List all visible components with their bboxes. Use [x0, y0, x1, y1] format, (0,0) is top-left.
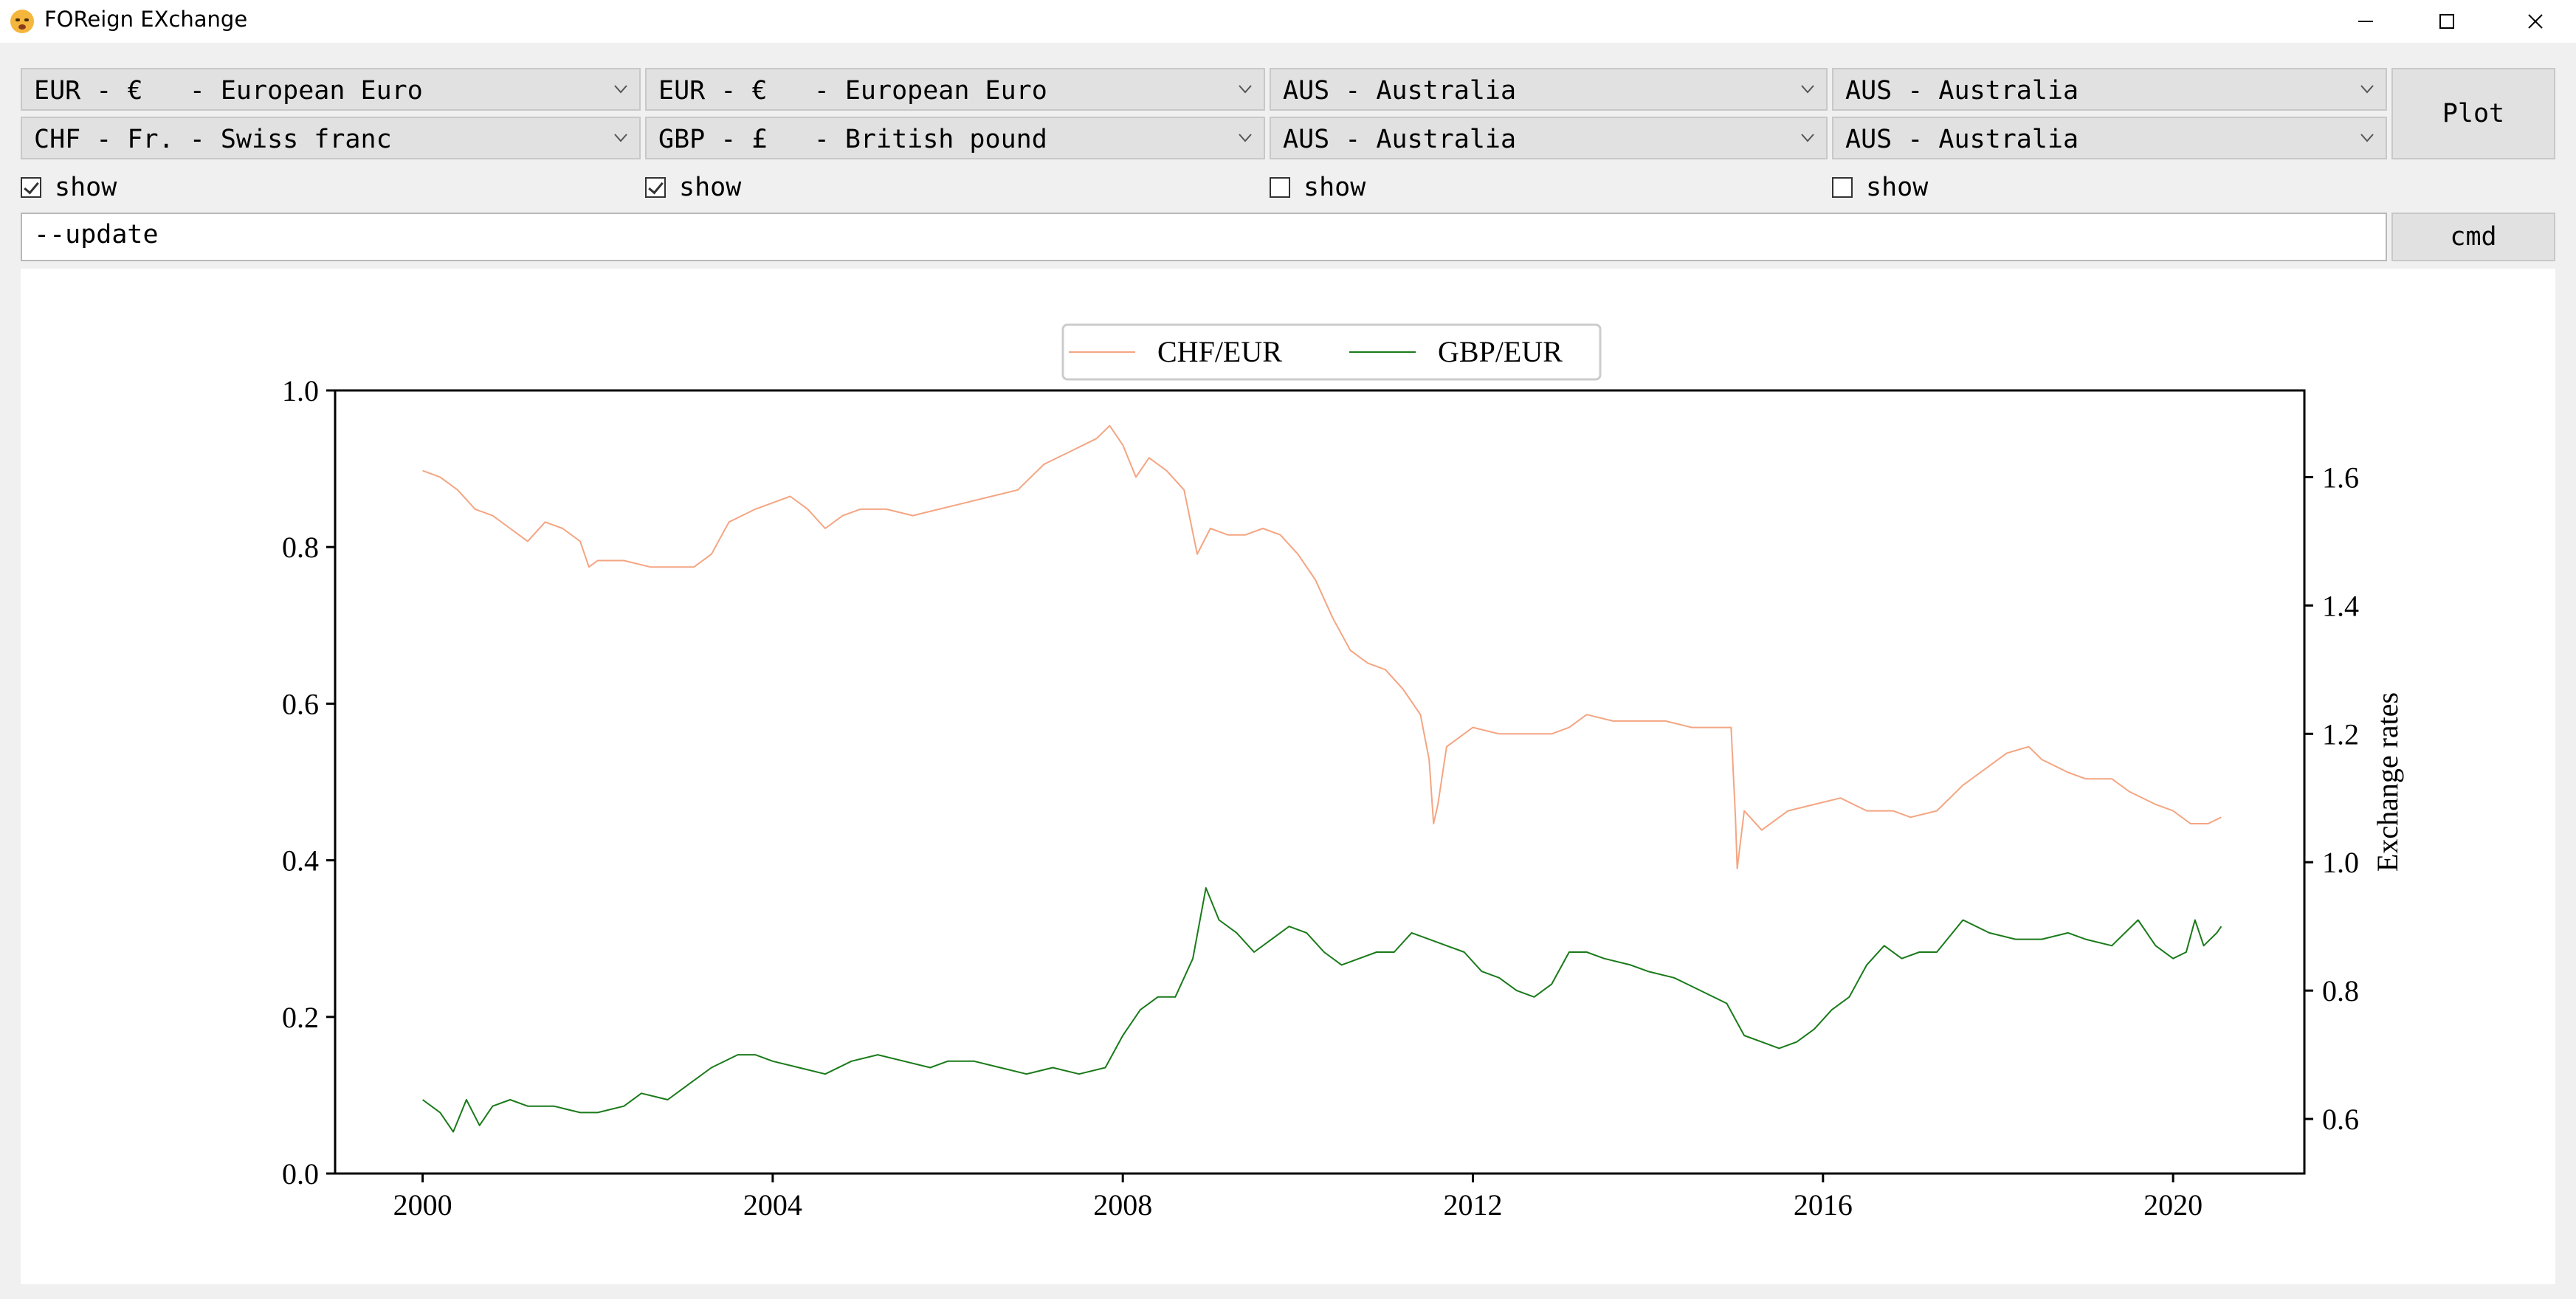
exchange-rate-chart: CHF/EUR GBP/EUR 2000 2004 2008 2012 2016 2020… — [282, 323, 2404, 1222]
plot-area: 2000 2004 2008 2012 2016 2020 0.0 0.2 0.4 0.6 0.8 1… — [282, 374, 2359, 1222]
window-title: FOReign EXchange — [44, 7, 248, 32]
chevron-down-icon — [2360, 134, 2374, 142]
checkbox-box[interactable] — [645, 177, 666, 198]
series-line-gbp-eur — [422, 887, 2222, 1133]
show-checkbox-2[interactable]: show — [645, 171, 741, 204]
checkbox-box[interactable] — [1270, 177, 1290, 198]
x-tick-label: 2008 — [1093, 1188, 1152, 1222]
base-currency-select-3[interactable]: AUS - Australia — [1270, 68, 1828, 111]
checkbox-label: show — [1866, 173, 1929, 202]
quote-currency-select-1[interactable]: CHF - Fr. - Swiss franc — [21, 117, 641, 159]
legend-frame — [1061, 323, 1602, 381]
left-y-tick-label: 0.8 — [282, 531, 319, 564]
x-tick-label: 2016 — [1794, 1188, 1853, 1222]
base-currency-select-2[interactable]: EUR - € - European Euro — [645, 68, 1265, 111]
x-tick-label: 2004 — [743, 1188, 802, 1222]
chevron-down-icon — [1239, 85, 1252, 94]
chevron-down-icon — [1239, 134, 1252, 142]
checkbox-box[interactable] — [21, 177, 41, 198]
show-checkbox-1[interactable]: show — [21, 171, 117, 204]
minimize-button[interactable] — [2325, 0, 2406, 43]
left-y-tick-label: 0.0 — [282, 1157, 319, 1191]
chevron-down-icon — [2360, 85, 2374, 94]
chevron-down-icon — [1801, 85, 1814, 94]
maximize-button[interactable] — [2406, 0, 2487, 43]
right-axis-label: Exchange rates — [2371, 692, 2404, 872]
x-tick-label: 2000 — [393, 1188, 452, 1222]
x-tick-label: 2020 — [2143, 1188, 2203, 1222]
close-icon — [2528, 14, 2543, 29]
checkbox-label: show — [55, 173, 117, 202]
show-checkbox-3[interactable]: show — [1270, 171, 1366, 204]
close-button[interactable] — [2495, 0, 2576, 43]
chevron-down-icon — [1801, 134, 1814, 142]
quote-currency-select-4[interactable]: AUS - Australia — [1832, 117, 2387, 159]
command-input[interactable]: --update — [21, 213, 2387, 261]
legend-label-gbp-eur: GBP/EUR — [1438, 335, 1563, 368]
plot-frame — [334, 389, 2306, 1175]
left-y-tick-label: 1.0 — [282, 374, 319, 407]
base-currency-select-4[interactable]: AUS - Australia — [1832, 68, 2387, 111]
select-value: CHF - Fr. - Swiss franc — [34, 125, 392, 154]
right-y-tick-label: 0.8 — [2322, 974, 2359, 1007]
series-line-chf-eur — [422, 424, 2222, 869]
chevron-down-icon — [614, 85, 627, 94]
select-value: EUR - € - European Euro — [658, 76, 1047, 106]
plot-canvas: CHF/EUR GBP/EUR 2000 2004 2008 2012 2016 2020… — [21, 269, 2555, 1284]
select-value: AUS - Australia — [1283, 125, 1517, 154]
chevron-down-icon — [614, 134, 627, 142]
maximize-icon — [2439, 14, 2454, 29]
right-y-tick-label: 1.2 — [2322, 717, 2359, 751]
base-currency-select-1[interactable]: EUR - € - European Euro — [21, 68, 641, 111]
quote-currency-select-2[interactable]: GBP - £ - British pound — [645, 117, 1265, 159]
right-y-tick-label: 1.0 — [2322, 846, 2359, 879]
left-y-tick-label: 0.6 — [282, 687, 319, 720]
show-checkbox-4[interactable]: show — [1832, 171, 1928, 204]
minimize-icon — [2358, 21, 2373, 22]
checkbox-label: show — [679, 173, 742, 202]
right-y-tick-label: 0.6 — [2322, 1103, 2359, 1136]
left-y-tick-label: 0.2 — [282, 1001, 319, 1034]
astonished-face-icon — [10, 10, 34, 33]
checkbox-label: show — [1304, 173, 1366, 202]
quote-currency-select-3[interactable]: AUS - Australia — [1270, 117, 1828, 159]
right-y-tick-label: 1.4 — [2322, 589, 2359, 622]
left-y-tick-label: 0.4 — [282, 844, 319, 878]
legend: CHF/EUR GBP/EUR — [1061, 323, 1602, 381]
cmd-button[interactable]: cmd — [2391, 213, 2555, 261]
legend-label-chf-eur: CHF/EUR — [1157, 335, 1282, 368]
select-value: EUR - € - European Euro — [34, 76, 423, 106]
select-value: GBP - £ - British pound — [658, 125, 1047, 154]
select-value: AUS - Australia — [1845, 76, 2079, 106]
checkbox-box[interactable] — [1832, 177, 1853, 198]
right-y-tick-label: 1.6 — [2322, 461, 2359, 494]
title-bar: FOReign EXchange — [0, 0, 2576, 43]
select-value: AUS - Australia — [1845, 125, 2079, 154]
plot-button[interactable]: Plot — [2391, 68, 2555, 159]
select-value: AUS - Australia — [1283, 76, 1517, 106]
x-tick-label: 2012 — [1444, 1188, 1503, 1222]
